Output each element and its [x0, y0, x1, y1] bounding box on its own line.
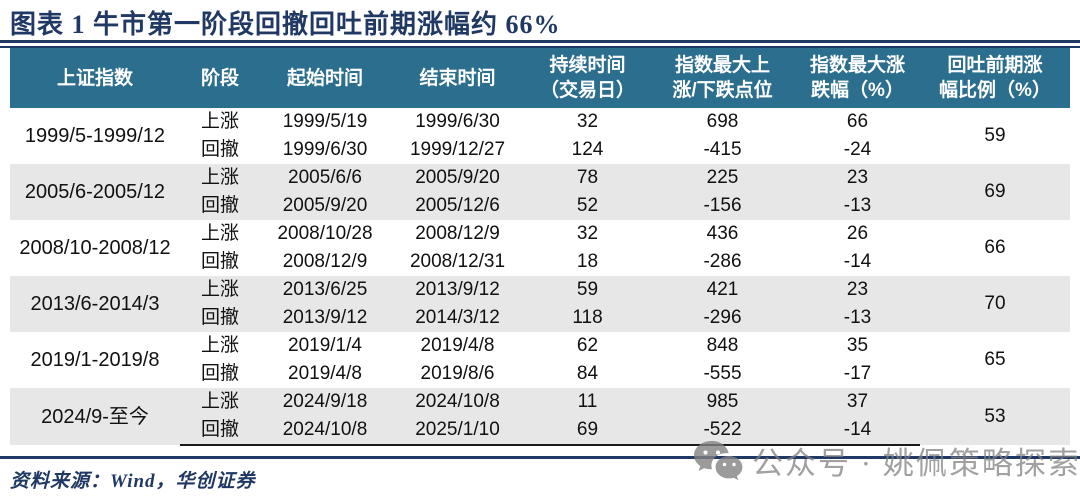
period-cell: 2024/9-至今: [10, 388, 180, 445]
col-header-points: 指数最大上 涨/下跌点位: [650, 48, 795, 108]
source-note: 资料来源：Wind，华创证券: [10, 471, 256, 492]
title-divider: [0, 40, 1080, 48]
giveback-cell: 66: [920, 220, 1070, 276]
bull-market-table: 上证指数 阶段 起始时间 结束时间 持续时间 （交易日） 指数最大上 涨/下跌点位 …: [10, 48, 1070, 446]
col-header-giveback: 回吐前期涨 幅比例（%）: [920, 48, 1070, 108]
col-header-change: 指数最大涨 跌幅（%）: [795, 48, 920, 108]
table-header: 上证指数 阶段 起始时间 结束时间 持续时间 （交易日） 指数最大上 涨/下跌点位 …: [10, 48, 1070, 108]
table-row: 1999/5-1999/12 上涨 1999/5/19 1999/6/30 32…: [10, 108, 1070, 164]
giveback-cell: 53: [920, 388, 1070, 445]
period-cell: 2019/1-2019/8: [10, 332, 180, 388]
period-cell: 1999/5-1999/12: [10, 108, 180, 164]
giveback-cell: 69: [920, 164, 1070, 220]
giveback-cell: 65: [920, 332, 1070, 388]
table-row: 回撤 2005/9/20 2005/12/6 52 -156 -13: [10, 192, 1070, 220]
period-cell: 2005/6-2005/12: [10, 164, 180, 220]
page-title: 图表 1 牛市第一阶段回撤回吐前期涨幅约 66%: [10, 10, 561, 39]
period-cell: 2008/10-2008/12: [10, 220, 180, 276]
col-header-duration: 持续时间 （交易日）: [525, 48, 650, 108]
col-header-start: 起始时间: [260, 48, 390, 108]
table-row: 回撤 1999/6/30 1999/12/27 124 -415 -24: [10, 136, 1070, 164]
table-row: 2019/1-2019/8 上涨 2019/1/4 2019/4/8 62 84…: [10, 332, 1070, 388]
giveback-cell: 70: [920, 276, 1070, 332]
table-row: 2008/10-2008/12 上涨 2008/10/28 2008/12/9 …: [10, 220, 1070, 276]
table-row: 回撤 2008/12/9 2008/12/31 18 -286 -14: [10, 248, 1070, 276]
period-cell: 2013/6-2014/3: [10, 276, 180, 332]
table-row: 回撤 2024/10/8 2025/1/10 69 -522 -14: [10, 416, 1070, 446]
table-row: 回撤 2013/9/12 2014/3/12 118 -296 -13: [10, 304, 1070, 332]
col-header-index: 上证指数: [10, 48, 180, 108]
table-row: 回撤 2019/4/8 2019/8/6 84 -555 -17: [10, 360, 1070, 388]
table-row: 2024/9-至今 上涨 2024/9/18 2024/10/8 11 985 …: [10, 388, 1070, 445]
table-row: 2005/6-2005/12 上涨 2005/6/6 2005/9/20 78 …: [10, 164, 1070, 220]
table-bottom-divider: [0, 456, 1080, 459]
col-header-phase: 阶段: [180, 48, 260, 108]
table-row: 2013/6-2014/3 上涨 2013/6/25 2013/9/12 59 …: [10, 276, 1070, 332]
giveback-cell: 59: [920, 108, 1070, 164]
col-header-end: 结束时间: [390, 48, 525, 108]
